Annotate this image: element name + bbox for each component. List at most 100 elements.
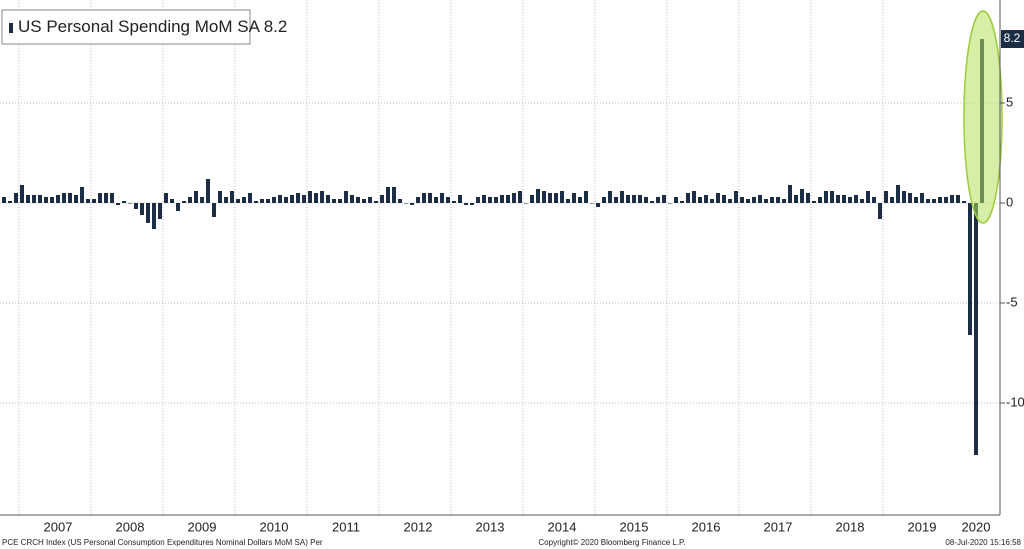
last-value-tag [1001,30,1024,48]
bar [68,193,72,203]
bar [890,197,894,203]
bar [446,197,450,203]
bar [644,197,648,203]
bar [326,195,330,203]
bar [374,201,378,203]
bar [338,199,342,203]
bar [794,195,798,203]
bar [578,197,582,203]
bar [632,195,636,203]
bar [50,197,54,203]
bar [590,203,594,204]
bar [164,193,168,203]
bar [266,199,270,203]
bar [878,203,882,219]
bar [800,189,804,203]
bar [302,195,306,203]
copyright-text: Copyright© 2020 Bloomberg Finance L.P. [538,538,685,547]
bar [494,197,498,203]
bar [314,193,318,203]
bar [362,199,366,203]
x-tick-label: 2016 [692,519,721,534]
bar [932,199,936,203]
bar [638,195,642,203]
bar [572,193,576,203]
bar [920,193,924,203]
bar [842,195,846,203]
bar [944,197,948,203]
bar [668,203,672,204]
bar [176,203,180,211]
x-tick-label: 2020 [962,519,991,534]
bar [170,199,174,203]
bar [692,191,696,203]
bar [278,195,282,203]
x-tick-label: 2008 [116,519,145,534]
bar [122,201,126,203]
bar [776,197,780,203]
bar [686,193,690,203]
bar [116,203,120,205]
bar [110,193,114,203]
bar [548,193,552,203]
bar [956,195,960,203]
bar [344,191,348,203]
bar [566,199,570,203]
bar [626,195,630,203]
bar [62,193,66,203]
bar [140,203,144,215]
bar [308,191,312,203]
bar [866,191,870,203]
bar [950,195,954,203]
bar [452,201,456,203]
bar [782,199,786,203]
bar [350,195,354,203]
bar [938,197,942,203]
bar [200,197,204,203]
bar [356,197,360,203]
bar [440,193,444,203]
bar [428,193,432,203]
plot-area [0,0,1000,515]
x-tick-label: 2007 [44,519,73,534]
y-tick-label: -10 [1006,394,1024,409]
bar [158,203,162,219]
bar [884,191,888,203]
x-tick-label: 2015 [620,519,649,534]
bar [32,195,36,203]
bar [104,193,108,203]
bar [224,197,228,203]
source-text: PCE CRCH Index (US Personal Consumption … [2,538,323,547]
bar [38,195,42,203]
bar [848,197,852,203]
bar [770,197,774,203]
bar [182,201,186,203]
bar [656,197,660,203]
bar [92,199,96,203]
bar [704,195,708,203]
bar [764,199,768,203]
bar [332,199,336,203]
bar [710,199,714,203]
bar [554,193,558,203]
bar [392,187,396,203]
bar [98,193,102,203]
bar [620,191,624,203]
bar [284,197,288,203]
bar [8,201,12,203]
bar [260,199,264,203]
bar [818,197,822,203]
bar [218,191,222,203]
bar [482,195,486,203]
bar [614,197,618,203]
bar [524,203,528,204]
bar [410,203,414,205]
legend-last-value: 8.2 [264,17,288,36]
bar [422,193,426,203]
x-tick-label: 2010 [260,519,289,534]
y-tick-label: -5 [1006,294,1018,309]
bar [44,197,48,203]
bar [230,191,234,203]
bar [734,191,738,203]
bar [404,203,408,204]
